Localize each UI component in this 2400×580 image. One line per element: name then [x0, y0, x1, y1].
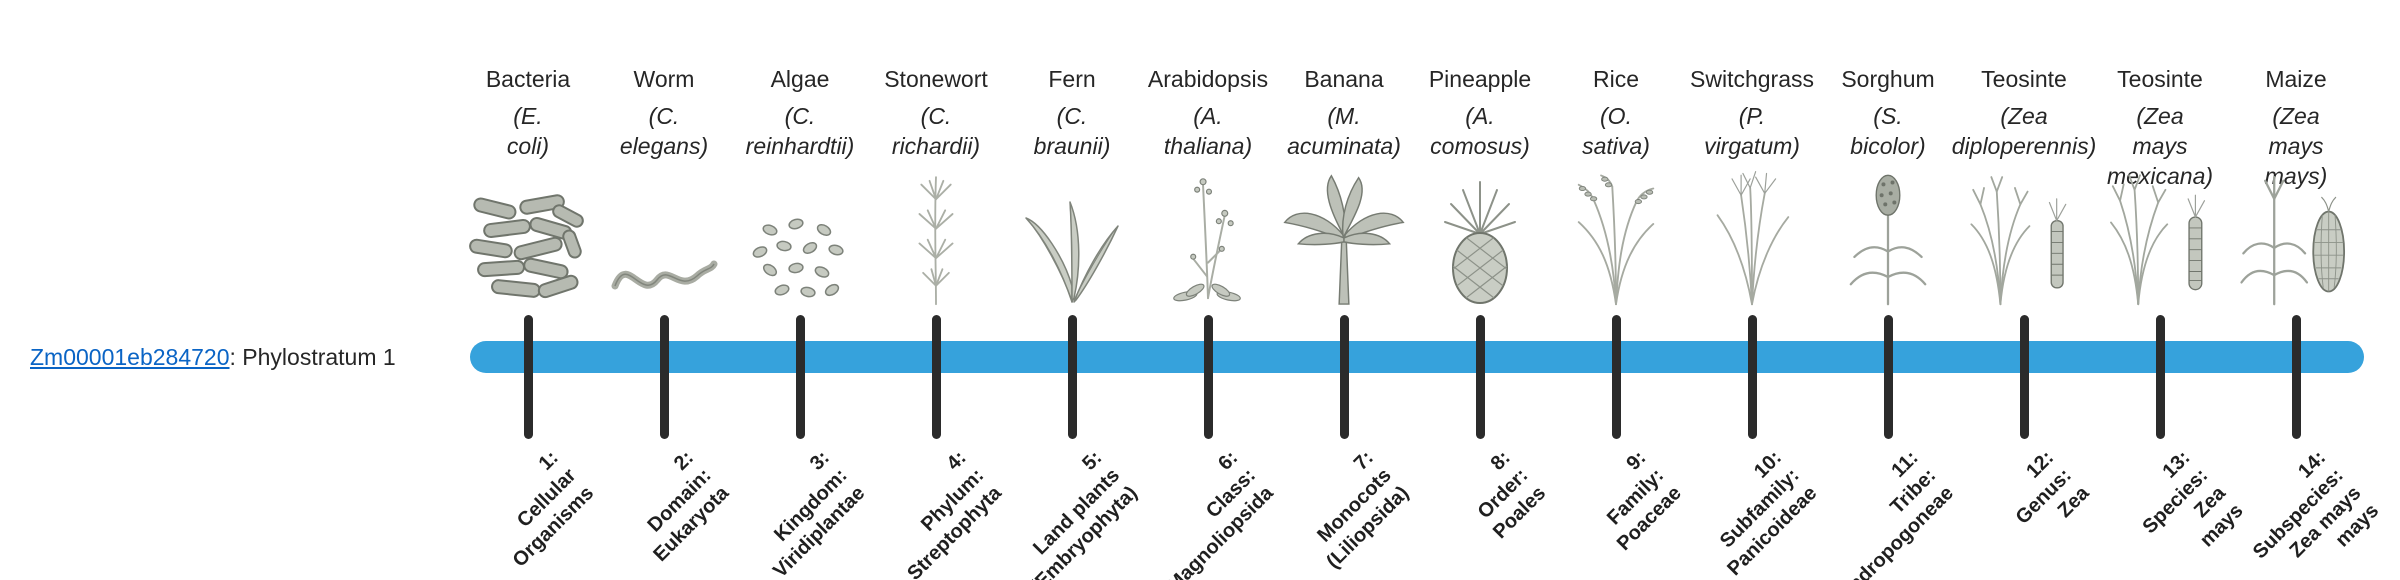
tick-mark [2019, 315, 2029, 439]
common-name: Maize [2265, 66, 2327, 92]
organism-column-rice: Rice (O. sativa) [1548, 0, 1686, 580]
organism-column-sorghum: Sorghum (S. bicolor) [1820, 0, 1958, 580]
sorghum-illustration [1820, 168, 1956, 306]
common-name: Worm [633, 66, 695, 92]
tick-mark [1747, 315, 1757, 439]
scientific-name: (M. acuminata) [1287, 103, 1401, 159]
common-name: Stonewort [884, 66, 988, 92]
algae-illustration [732, 168, 868, 306]
organism-column-teosinte-mex: Teosinte (Zea mays mexicana) [2092, 0, 2247, 580]
stratum-label: 2: Domain: Eukaryota [643, 446, 734, 567]
common-name: Algae [770, 66, 830, 92]
stonewort-illustration [868, 168, 1004, 306]
common-name: Rice [1592, 66, 1640, 92]
stratum-label: 6: Class: Magnoliopsida [1163, 446, 1278, 580]
tick-mark [1475, 315, 1485, 439]
organism-column-algae: Algae (C. reinhardtii) [732, 0, 870, 580]
scientific-name: (P. virgatum) [1704, 103, 1800, 159]
scientific-name: (Zea mays mexicana) [2106, 103, 2214, 189]
scientific-name: (C. elegans) [619, 103, 709, 159]
stratum-label: 1: Cellular Organisms [508, 446, 598, 572]
stratum-label: 8: Order: Poales [1473, 446, 1550, 544]
common-name: Arabidopsis [1147, 66, 1269, 92]
scientific-name: (Zea diploperennis) [1951, 103, 2097, 159]
common-name: Teosinte [1981, 66, 2067, 92]
tick-mark [2291, 315, 2301, 439]
organism-column-fern: Fern (C. braunii) 5: Land p [1004, 0, 1142, 580]
common-name: Sorghum [1841, 66, 1935, 92]
scientific-name: (E. coli) [506, 103, 550, 159]
tick-mark [1203, 315, 1213, 439]
stratum-label: 3: Kingdom: Viridiplantae [769, 446, 870, 580]
timeline-bar [470, 341, 2364, 373]
scientific-name: (Zea mays mays) [2264, 103, 2328, 189]
scientific-name: (C. braunii) [1033, 103, 1111, 159]
tick-mark [659, 315, 669, 439]
tick-mark [931, 315, 941, 439]
organism-column-worm: Worm (C. elegans) 2: Domain: Eukaryota [596, 0, 734, 580]
maize-illustration [2228, 168, 2364, 306]
banana-illustration [1276, 168, 1412, 306]
organism-column-stonewort: Stonewort (C. richardii) 4: Phylum: Stre… [868, 0, 1006, 580]
arabidopsis-illustration [1140, 168, 1276, 306]
scientific-name: (O. sativa) [1582, 103, 1650, 159]
tick-mark [1339, 315, 1349, 439]
phylostratum-text: : Phylostratum 1 [229, 344, 396, 370]
organism-column-pineapple: Pineapple (A. comosus) 8: Order: Poales [1412, 0, 1550, 580]
scientific-name: (C. richardii) [891, 103, 981, 159]
stratum-label: 11: Tribe: Andropogoneae [1833, 446, 1958, 580]
stratum-label: 14: Subspecies: Zea mays mays [2249, 446, 2384, 564]
scientific-name: (A. thaliana) [1163, 103, 1253, 159]
worm-illustration [596, 168, 732, 306]
teosinte-diplo-illustration [1956, 168, 2092, 306]
organism-column-switchgrass: Switchgrass (P. virgatum) [1684, 0, 1822, 580]
fern-illustration [1004, 168, 1140, 306]
stratum-label: 9: Family: Poaceae [1602, 446, 1686, 556]
tick-mark [795, 315, 805, 439]
stratum-label: 5: Land plants (Embryophyta) [1026, 446, 1142, 580]
common-name: Bacteria [485, 66, 571, 92]
bacteria-illustration [460, 168, 596, 306]
tick-mark [523, 315, 533, 439]
stratum-label: 7: Monocots (Liliopsida) [1313, 446, 1414, 574]
scientific-name: (A. comosus) [1430, 103, 1530, 159]
tick-mark [1067, 315, 1077, 439]
organism-columns: Bacteria (E. coli) [460, 0, 2383, 580]
common-name: Banana [1304, 66, 1384, 92]
tick-mark [1611, 315, 1621, 439]
common-name: Teosinte [2117, 66, 2203, 92]
switchgrass-illustration [1684, 168, 1820, 306]
common-name: Fern [1048, 66, 1096, 92]
teosinte-mex-illustration [2092, 168, 2228, 306]
tick-mark [2155, 315, 2165, 439]
organism-column-banana: Banana (M. acuminata) 7: Monocots (L [1276, 0, 1414, 580]
organism-column-maize: Maize (Zea mays mays) [2228, 0, 2383, 580]
common-name: Pineapple [1428, 66, 1532, 92]
organism-column-teosinte-diplo: Teosinte (Zea diploperennis) [1952, 0, 2096, 580]
stratum-label: 4: Phylum: Streptophyta [902, 446, 1006, 580]
stratum-label: 12: Genus: Zea [2011, 446, 2094, 529]
scientific-name: (C. reinhardtii) [745, 103, 855, 159]
gene-link[interactable]: Zm00001eb284720 [30, 344, 230, 370]
common-name: Switchgrass [1690, 66, 1814, 92]
scientific-name: (S. bicolor) [1850, 103, 1926, 159]
organism-column-arabidopsis: Arabidopsis (A. thaliana) [1140, 0, 1278, 580]
pineapple-illustration [1412, 168, 1548, 306]
rice-illustration [1548, 168, 1684, 306]
tick-mark [1883, 315, 1893, 439]
gene-label: Zm00001eb284720: Phylostratum 1 [30, 344, 396, 371]
organism-column-bacteria: Bacteria (E. coli) [460, 0, 598, 580]
